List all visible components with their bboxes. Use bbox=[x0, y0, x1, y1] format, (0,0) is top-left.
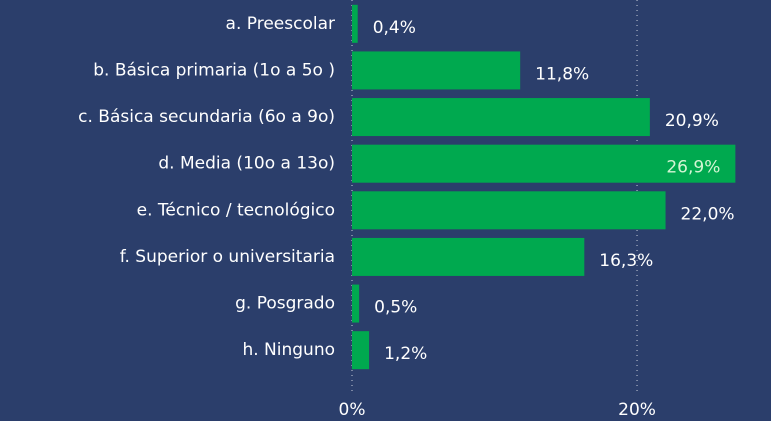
data-label: 11,8% bbox=[535, 64, 589, 84]
bar bbox=[352, 237, 585, 276]
y-tick-label: f. Superior o universitaria bbox=[120, 247, 335, 267]
y-tick-label: a. Preescolar bbox=[226, 14, 335, 34]
bar bbox=[352, 191, 666, 230]
x-tick-label: 20% bbox=[618, 400, 656, 420]
data-label: 20,9% bbox=[665, 111, 719, 131]
bar bbox=[352, 331, 370, 370]
y-tick-label: d. Media (10o a 13o) bbox=[158, 154, 335, 174]
y-tick-label: c. Básica secundaria (6o a 9o) bbox=[78, 107, 335, 127]
bar bbox=[352, 4, 358, 43]
y-tick-label: b. Básica primaria (1o a 5o ) bbox=[93, 60, 335, 80]
data-label: 0,5% bbox=[374, 298, 417, 318]
data-label: 26,9% bbox=[666, 158, 720, 178]
bar bbox=[352, 98, 650, 137]
y-tick-label: h. Ninguno bbox=[242, 340, 335, 360]
bar bbox=[352, 144, 736, 183]
data-label: 22,0% bbox=[681, 204, 735, 224]
y-tick-label: g. Posgrado bbox=[235, 294, 335, 314]
bar bbox=[352, 284, 360, 323]
bar bbox=[352, 51, 521, 90]
data-label: 0,4% bbox=[373, 18, 416, 38]
data-label: 1,2% bbox=[384, 344, 427, 364]
x-tick-label: 0% bbox=[339, 400, 366, 420]
y-tick-label: e. Técnico / tecnológico bbox=[137, 200, 335, 220]
data-label: 16,3% bbox=[599, 251, 653, 271]
